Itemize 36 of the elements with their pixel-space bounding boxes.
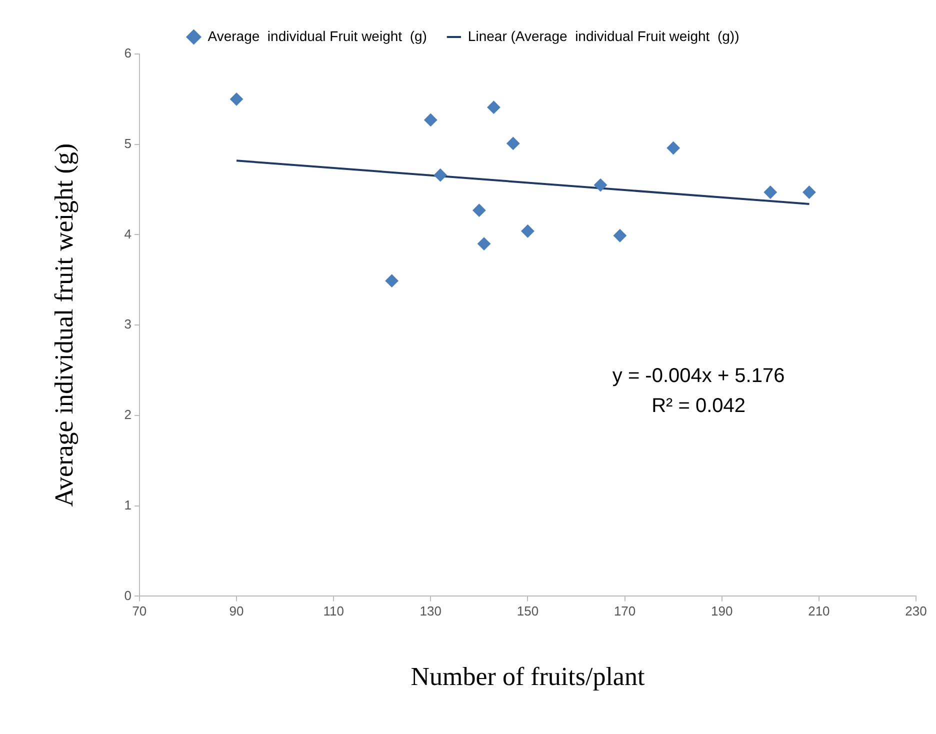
x-tick-label: 170 [614, 604, 636, 619]
y-axis-title: Average individual fruit weight (g) [49, 143, 78, 507]
x-tick-label: 110 [323, 604, 344, 619]
y-tick-label: 2 [124, 407, 132, 422]
x-tick-label: 70 [132, 604, 147, 619]
x-tick-label: 150 [516, 604, 539, 619]
annotation: y = -0.004x + 5.176 [612, 365, 785, 388]
legend-label: Linear (Average individual Fruit weight (g)) [468, 28, 740, 44]
y-tick-label: 1 [124, 497, 132, 512]
point [230, 92, 243, 106]
x-tick-label: 210 [808, 604, 830, 619]
point [521, 224, 534, 238]
y-tick-label: 6 [124, 46, 132, 61]
y-tick-label: 4 [124, 226, 132, 242]
point [666, 141, 680, 154]
point [613, 229, 626, 242]
x-tick-label: 190 [711, 604, 733, 619]
point [506, 136, 520, 150]
point [487, 100, 500, 114]
point [434, 168, 447, 182]
annotation: R² = 0.042 [652, 395, 746, 418]
point [594, 178, 608, 192]
x-tick-label: 90 [229, 604, 244, 619]
x-tick-label: 230 [905, 604, 927, 619]
legend-label: Average individual Fruit weight (g) [208, 28, 427, 44]
point [764, 186, 777, 199]
x-tick-label: 130 [420, 604, 442, 619]
y-tick-label: 5 [124, 136, 132, 151]
point [472, 204, 486, 217]
y-tick-label: 3 [124, 316, 132, 332]
point [802, 186, 816, 199]
point [424, 113, 438, 126]
point [478, 237, 491, 250]
x-axis-title: Number of fruits/plant [410, 662, 646, 692]
point [385, 274, 398, 288]
y-tick-label: 0 [124, 588, 132, 603]
